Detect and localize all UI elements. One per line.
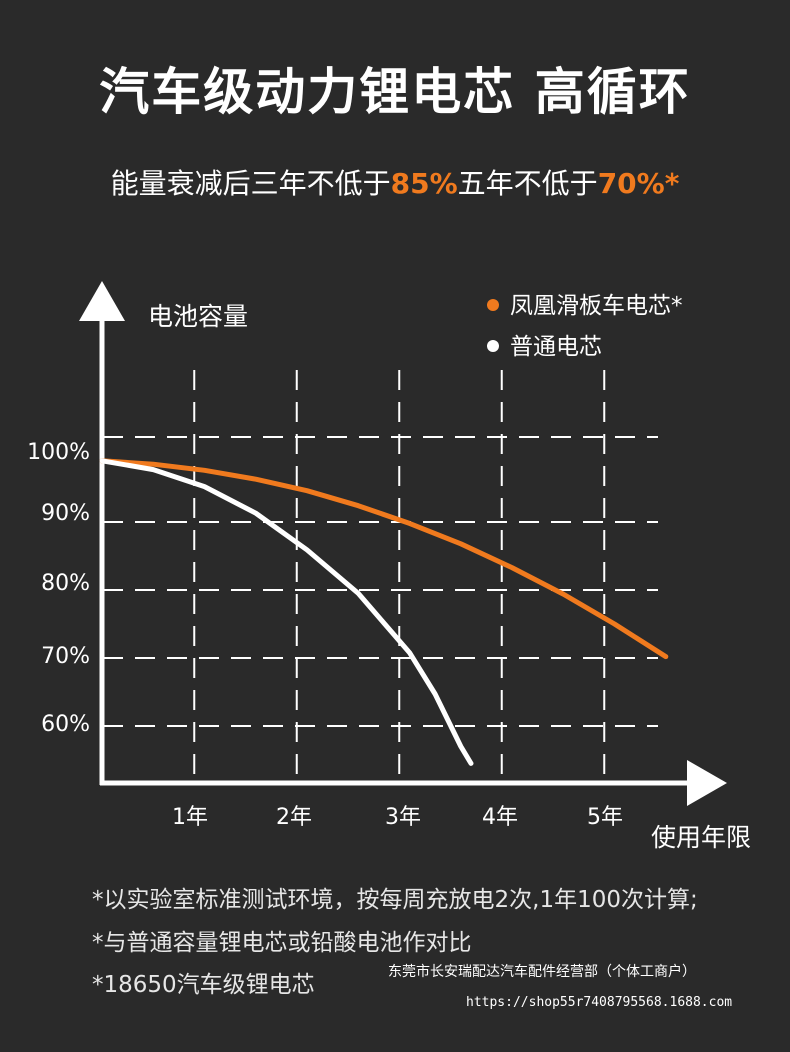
chart-legend: 凤凰滑板车电芯* 普通电芯	[487, 293, 683, 360]
y-tick-label: 70%	[41, 644, 90, 669]
x-tick-label: 5年	[587, 805, 623, 830]
legend-label-2: 普通电芯	[510, 334, 602, 360]
subtitle-highlight-70: 70%*	[597, 167, 680, 200]
series-line-1	[99, 458, 669, 660]
legend-label-1: 凤凰滑板车电芯*	[510, 293, 683, 319]
y-tick-label: 100%	[27, 440, 90, 465]
subtitle-text-2: 五年不低于	[457, 167, 598, 200]
y-axis-label: 电池容量	[148, 302, 248, 331]
x-axis-arrow	[687, 760, 727, 806]
legend-marker-1	[487, 299, 499, 311]
footnote-1: *以实验室标准测试环境，按每周充放电2次,1年100次计算;	[92, 887, 698, 913]
x-tick-label: 3年	[385, 805, 421, 830]
y-axis-arrow	[79, 281, 125, 321]
chart-lines	[99, 458, 669, 766]
x-tick-label: 4年	[482, 805, 518, 830]
x-tick-label: 1年	[172, 805, 208, 830]
x-tick-label: 2年	[276, 805, 312, 830]
page-subtitle: 能量衰减后三年不低于85%五年不低于70%*	[0, 162, 790, 202]
footnote-2: *与普通容量锂电芯或铅酸电池作对比	[92, 930, 472, 956]
y-tick-label: 90%	[41, 501, 90, 526]
footnote-3: *18650汽车级锂电芯	[92, 972, 315, 998]
y-tick-label: 60%	[41, 712, 90, 737]
page-title: 汽车级动力锂电芯 高循环	[99, 63, 691, 121]
shop-name: 东莞市长安瑞配达汽车配件经营部（个体工商户）	[388, 964, 696, 980]
shop-url: https://shop55r7408795568.1688.com	[466, 995, 733, 1010]
subtitle-text-1: 能量衰减后三年不低于	[110, 167, 391, 200]
y-tick-label: 80%	[41, 571, 90, 596]
x-axis-label: 使用年限	[651, 823, 751, 852]
legend-marker-2	[487, 340, 499, 352]
chart-grid	[103, 370, 658, 783]
series-line-2	[99, 458, 474, 766]
chart-axes	[79, 281, 727, 806]
chart-ticks: 100% 90% 80% 70% 60% 1年 2年 3年 4年 5年	[27, 440, 623, 830]
subtitle-highlight-85: 85%	[390, 167, 458, 200]
